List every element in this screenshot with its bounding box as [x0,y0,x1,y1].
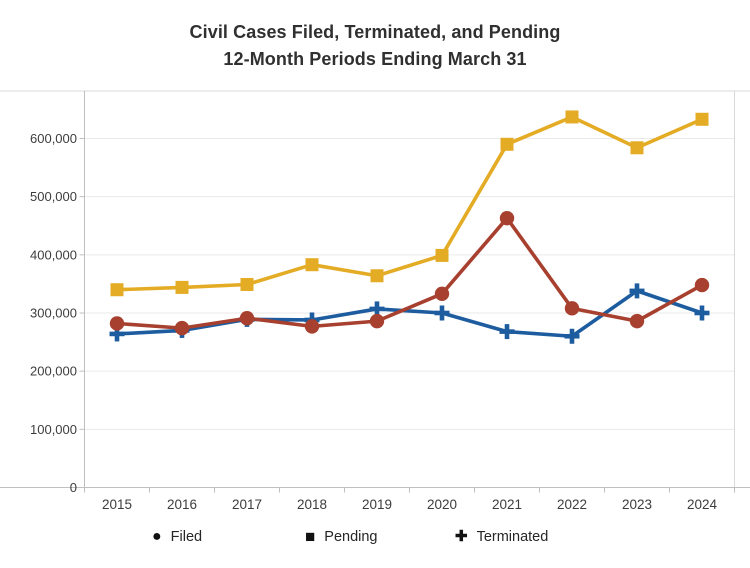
filed-data-point [369,313,385,329]
series-line-terminated [116,289,703,339]
filed-data-point [694,277,710,293]
pending-data-point [110,283,124,297]
chart-legend: ● Filed ■ Pending ✚ Terminated [0,524,750,550]
filed-circle-icon: ● [152,528,162,545]
legend-item-terminated: ✚ Terminated [455,524,548,550]
filed-data-point [304,319,320,334]
filed-data-point [499,210,515,226]
y-axis-tick-label: 100,000 [30,422,77,437]
pending-data-point [175,280,189,294]
chart-title-line2: 12-Month Periods Ending March 31 [223,49,527,69]
pending-data-point [240,277,254,291]
legend-label-filed: Filed [170,529,203,545]
y-axis-tick-label: 200,000 [30,364,77,379]
filed-data-point [629,313,645,329]
pending-data-point [305,258,319,272]
x-axis-tick-label: 2017 [232,497,262,512]
filed-data-point [434,286,450,301]
x-axis-tick-label: 2015 [102,497,132,512]
x-axis-tick-label: 2024 [687,497,718,512]
series-line-filed [116,216,703,330]
series-line-pending [116,115,703,292]
pending-data-point [565,110,579,124]
x-axis-tick-label: 2021 [492,497,522,512]
pending-data-point [630,141,644,155]
pending-data-point [500,137,514,151]
legend-label-terminated: Terminated [476,529,549,545]
x-axis-tick-label: 2016 [167,497,197,512]
x-axis-tick-label: 2018 [297,497,327,512]
x-axis-tick-label: 2020 [427,497,457,512]
filed-data-point [239,311,255,326]
pending-square-icon: ■ [305,527,316,546]
pending-data-point [695,112,709,126]
chart-title: Civil Cases Filed, Terminated, and Pendi… [0,19,750,73]
pending-data-point [435,248,449,262]
y-axis-tick-label: 500,000 [30,189,77,204]
y-axis-tick-label: 0 [70,480,77,495]
chart-title-line1: Civil Cases Filed, Terminated, and Pendi… [189,22,561,42]
x-axis-tick-label: 2019 [362,497,392,512]
pending-data-point [370,269,384,283]
y-axis-tick-label: 300,000 [30,305,77,320]
legend-item-pending: ■ Pending [305,524,378,550]
x-axis-tick-label: 2023 [622,497,652,512]
filed-data-point [564,301,580,316]
legend-label-pending: Pending [324,529,378,545]
y-axis-tick-label: 400,000 [30,247,77,262]
legend-item-filed: ● Filed [152,524,202,550]
filed-data-point [174,320,190,336]
y-axis-tick-label: 600,000 [30,131,77,146]
filed-data-point [109,316,125,331]
x-axis-tick-label: 2022 [557,497,587,512]
terminated-plus-icon: ✚ [455,528,468,545]
